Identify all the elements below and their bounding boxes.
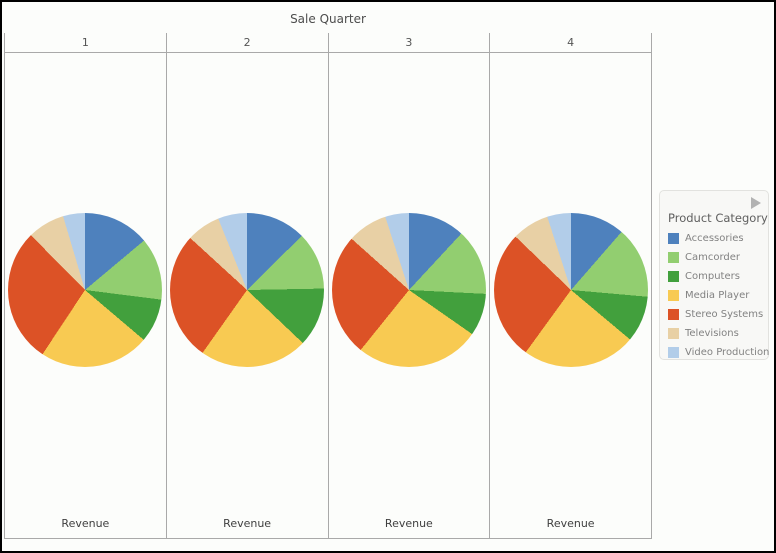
legend-items: Accessories Camcorder Computers Media Pl… [668,229,770,362]
pie-chart-q4[interactable] [493,213,648,367]
pie-chart-q3[interactable] [331,213,486,367]
axis-label-revenue-3: Revenue [384,517,433,530]
legend-item-computers[interactable]: Computers [668,267,768,286]
quarter-column-1: 1 Revenue [5,33,167,538]
legend-swatch-computers-icon [668,271,679,282]
quarter-column-4: 4 Revenue [490,33,651,538]
plot-area: 1 Revenue 2 Revenue 3 Revenue 4 Revenue [4,33,652,539]
quarter-column-3: 3 Revenue [328,33,491,538]
legend-scroll-right-icon[interactable] [751,197,761,209]
legend-label: Televisions [685,328,739,339]
legend-item-accessories[interactable]: Accessories [668,229,768,248]
axis-label-revenue-1: Revenue [61,517,110,530]
legend-label: Media Player [685,290,750,301]
chart-title: Sale Quarter [290,12,366,26]
legend-swatch-media-player-icon [668,290,679,301]
legend-item-video-production[interactable]: Video Production [668,343,770,362]
legend-swatch-video-production-icon [668,347,679,358]
column-header-4: 4 [490,33,651,53]
legend-item-media-player[interactable]: Media Player [668,286,768,305]
column-header-3: 3 [328,33,490,53]
legend-label: Accessories [685,233,744,244]
legend-swatch-televisions-icon [668,328,679,339]
legend-label: Video Production [685,347,770,358]
legend-panel: Product Category Accessories Camcorder C… [659,190,769,360]
legend-swatch-stereo-systems-icon [668,309,679,320]
pie-chart-q2[interactable] [170,213,325,367]
legend-title: Product Category [668,211,768,225]
axis-label-revenue-2: Revenue [223,517,272,530]
quarter-column-2: 2 Revenue [166,33,329,538]
axis-label-revenue-4: Revenue [546,517,595,530]
legend-label: Camcorder [685,252,741,263]
legend-label: Stereo Systems [685,309,764,320]
legend-label: Computers [685,271,740,282]
legend-item-camcorder[interactable]: Camcorder [668,248,768,267]
legend-swatch-camcorder-icon [668,252,679,263]
legend-item-stereo-systems[interactable]: Stereo Systems [668,305,768,324]
legend-swatch-accessories-icon [668,233,679,244]
pie-chart-q1[interactable] [8,213,163,367]
column-header-1: 1 [5,33,166,53]
column-header-2: 2 [166,33,328,53]
legend-item-televisions[interactable]: Televisions [668,324,768,343]
